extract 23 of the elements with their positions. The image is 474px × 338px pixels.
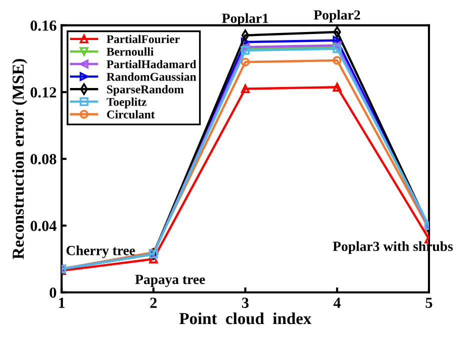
x-tick-label: 4 <box>334 298 341 308</box>
legend-label: RandomGaussian <box>106 72 196 81</box>
x-tick-label: 5 <box>426 298 432 308</box>
legend-label: Bernoulli <box>106 47 154 56</box>
annotation: Cherry tree <box>66 245 135 258</box>
y-tick-label: 0.08 <box>30 154 56 164</box>
legend-label: Circulant <box>107 110 155 118</box>
annotation: Poplar1 <box>222 13 268 26</box>
annotation: Papaya tree <box>135 274 205 287</box>
y-axis-title: Reconstruction error (MSE) <box>12 58 28 260</box>
x-axis-title: Point cloud index <box>179 312 312 324</box>
y-tick-label: 0.04 <box>30 220 56 232</box>
x-tick-label: 3 <box>242 298 249 308</box>
annotation: Poplar2 <box>314 10 360 22</box>
legend-label: SparseRandom <box>107 85 184 96</box>
legend-label: PartialFourier <box>106 34 180 44</box>
legend-label: PartialHadamard <box>106 60 196 68</box>
legend-label: Toeplitz <box>106 98 146 108</box>
y-tick-label: 0.16 <box>30 20 56 31</box>
y-tick-label: 0 <box>50 288 56 298</box>
x-tick-label: 1 <box>59 298 65 308</box>
x-tick-label: 2 <box>150 298 157 308</box>
y-tick-label: 0.12 <box>30 87 56 98</box>
